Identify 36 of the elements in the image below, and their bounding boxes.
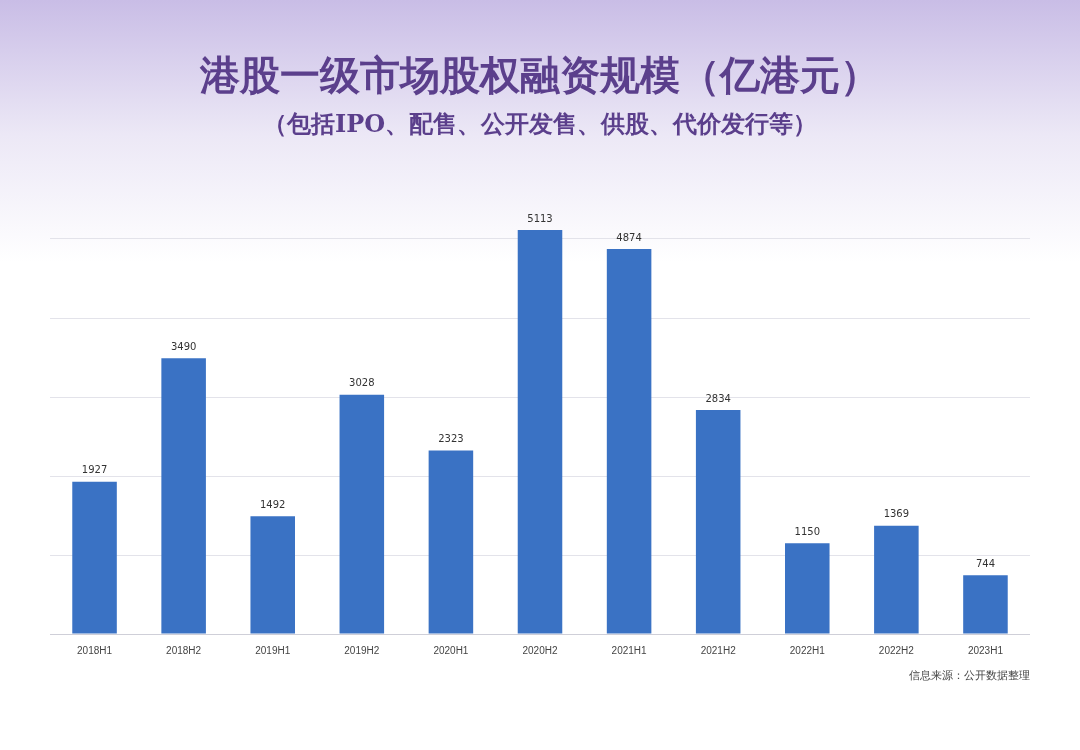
x-tick-label: 2020H1	[433, 644, 469, 656]
x-tick-label: 2018H2	[166, 644, 202, 656]
data-label: 1150	[794, 525, 820, 537]
data-label: 744	[975, 557, 995, 569]
bar	[339, 394, 385, 634]
x-tick-label: 2023H1	[967, 644, 1004, 656]
bar	[785, 543, 830, 634]
data-label: 2323	[438, 433, 464, 445]
text: 信息来源：公开数据整理	[909, 668, 1030, 683]
x-tick-label: 2020H2	[522, 644, 558, 656]
x-tick-label: 2019H1	[255, 644, 291, 656]
bar	[428, 450, 474, 634]
chart-title: 港股一级市场股权融资规模（亿港元）	[199, 50, 881, 100]
bar	[250, 516, 295, 634]
chart-subtitle: （包括IPO、配售、公开发售、供股、代价发行等）	[261, 108, 819, 140]
x-tick-label: 2022H1	[789, 644, 826, 656]
data-label: 4874	[616, 231, 642, 243]
data-label: 1492	[260, 498, 286, 510]
bar	[517, 230, 563, 634]
data-label: 1369	[883, 508, 910, 520]
bar	[161, 358, 206, 634]
x-tick-label: 2018H1	[77, 644, 113, 656]
bar	[963, 575, 1008, 634]
bar	[72, 481, 117, 634]
x-tick-label: 2021H2	[700, 644, 737, 656]
data-label: 1927	[81, 464, 108, 476]
bar	[695, 410, 741, 634]
data-label: 3028	[349, 377, 375, 389]
bar	[606, 248, 652, 634]
x-tick-label: 2022H2	[878, 644, 915, 656]
data-label: 3490	[170, 340, 197, 352]
x-tick-label: 2021H1	[611, 644, 648, 656]
x-tick-label: 2019H2	[344, 644, 380, 656]
data-label: 2834	[705, 392, 731, 404]
data-label: 5113	[527, 212, 553, 224]
bar	[874, 525, 919, 634]
